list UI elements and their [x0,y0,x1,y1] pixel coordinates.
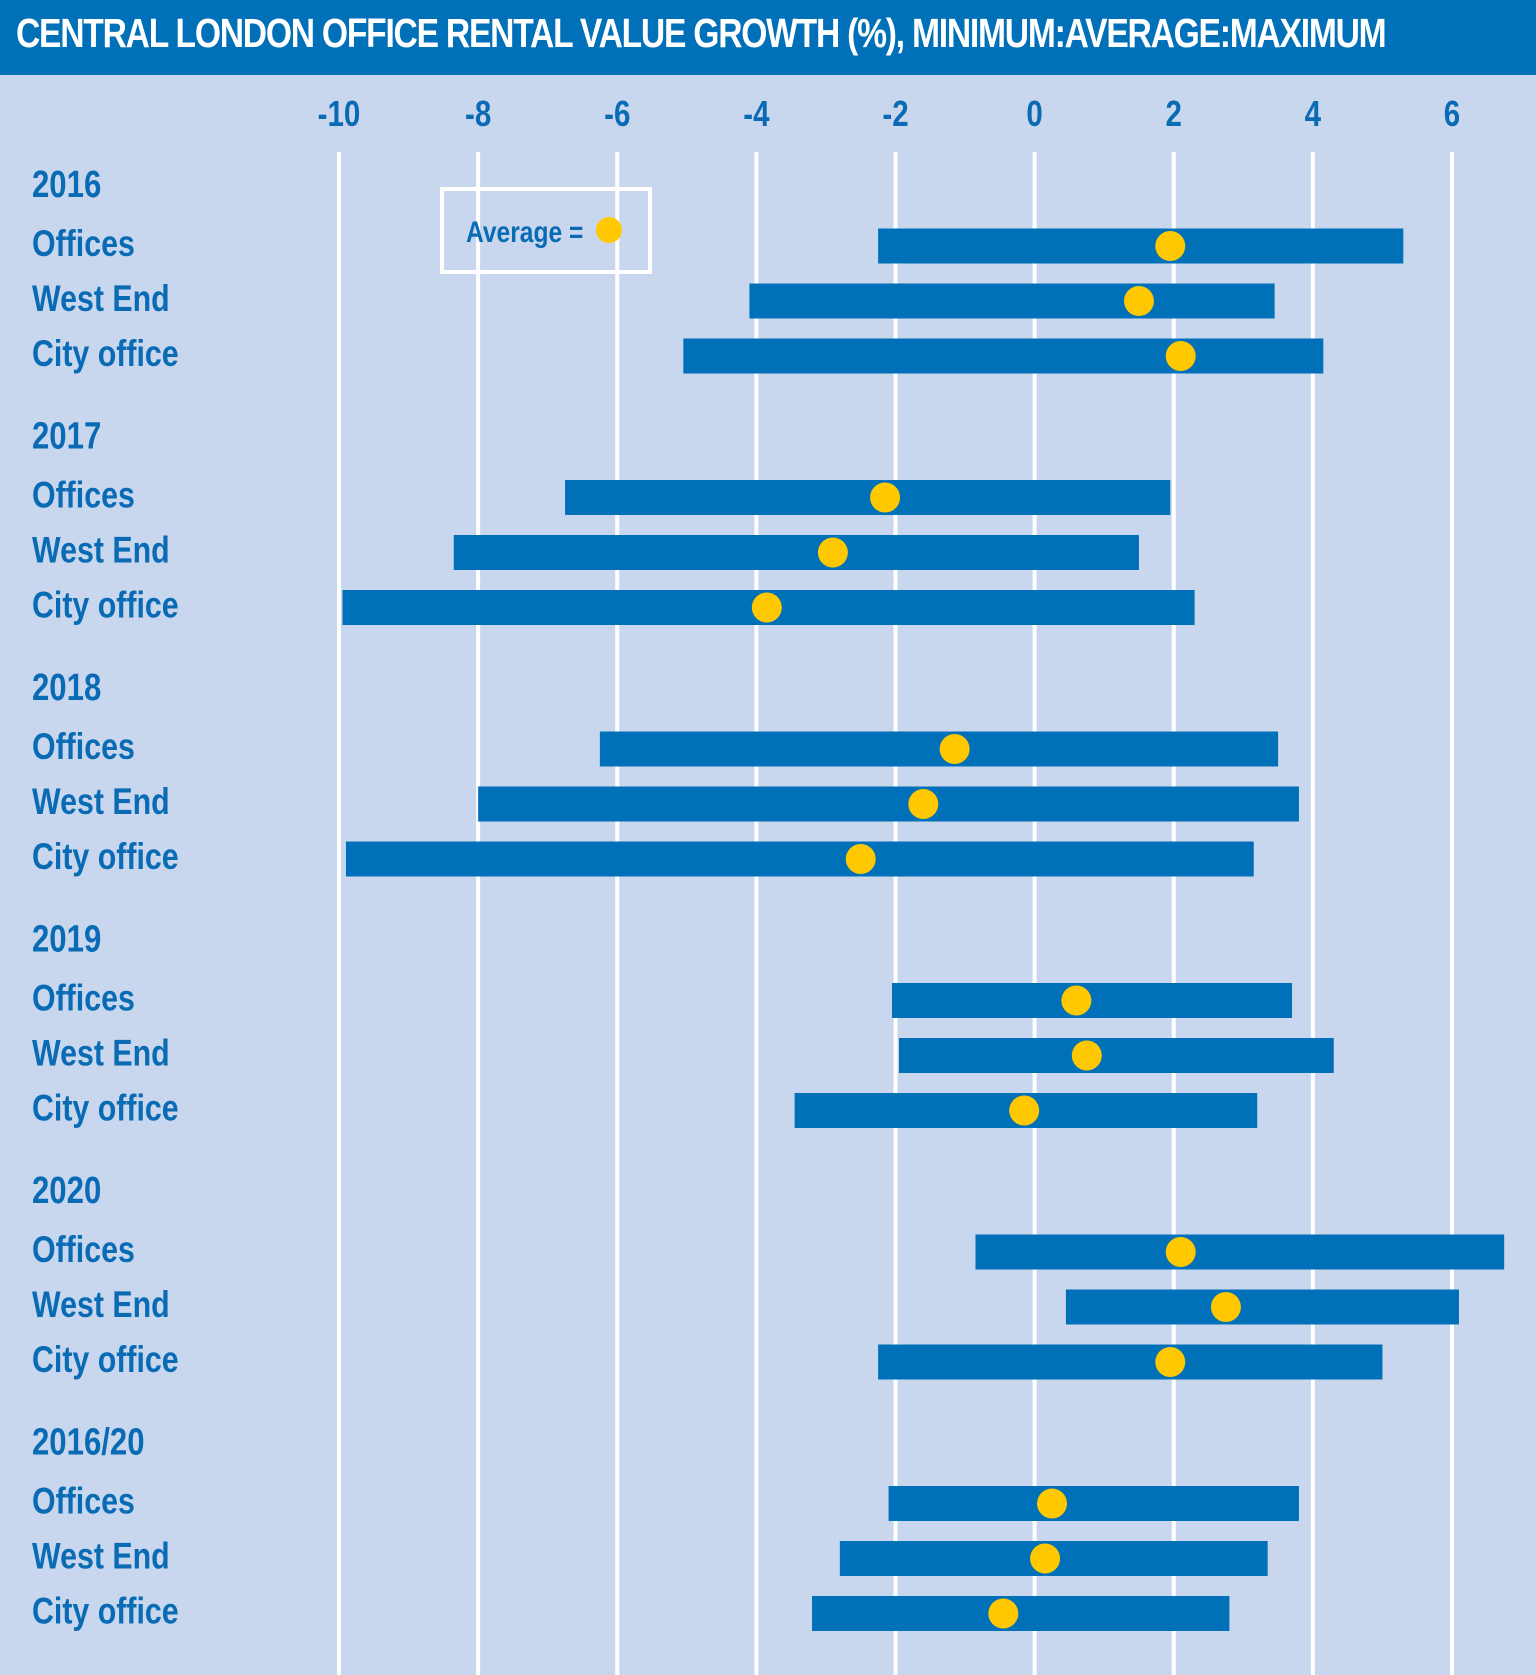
range-bar [345,841,1254,877]
range-bar [898,1038,1334,1073]
row-label: City office [32,836,179,878]
row-label: West End [32,781,170,823]
row-label: West End [32,530,170,572]
row-label: Offices [32,223,135,265]
x-tick-label: -10 [318,93,361,133]
average-dot [1123,286,1154,316]
range-bar [892,983,1293,1018]
average-dot [1037,1488,1068,1519]
range-bar [812,1596,1230,1631]
average-dot [988,1598,1019,1629]
row-label: Offices [32,475,135,517]
average-dot [1165,341,1196,371]
legend-average-dot [596,217,622,243]
range-bar [565,480,1171,515]
row-label: City office [32,1591,179,1633]
row-label: Offices [32,1229,135,1271]
average-dot [1061,985,1092,1016]
x-tick-label: -6 [604,93,630,133]
range-bar [453,535,1139,570]
average-dot [1009,1095,1040,1126]
group-label: 2016 [32,164,101,206]
average-dot [1155,231,1186,261]
chart-title: CENTRAL LONDON OFFICE RENTAL VALUE GROWT… [16,10,1387,56]
average-dot [1165,1237,1196,1267]
average-dot [845,844,876,874]
title-bar: CENTRAL LONDON OFFICE RENTAL VALUE GROWT… [0,0,1536,75]
x-tick-label: 4 [1305,93,1322,133]
group-label: 2018 [32,667,101,709]
average-dot [870,482,901,513]
legend-label: Average = [466,215,583,249]
average-dot [1030,1543,1061,1574]
group-label: 2020 [32,1170,101,1212]
group-label: 2016/20 [32,1422,145,1464]
row-label: West End [32,278,170,320]
row-label: West End [32,1536,170,1578]
row-label: Offices [32,1481,135,1523]
x-tick-labels: -10 -8 -6 -4 -2 0 2 4 6 [318,93,1461,133]
average-dot [1155,1347,1186,1377]
range-bar [888,1486,1299,1521]
average-dot [751,592,782,623]
range-bar [599,731,1279,767]
data-rows: 2016 Offices West End City office 2017 Office… [32,164,1505,1633]
average-dot [1071,1040,1102,1071]
row-label: Offices [32,978,135,1020]
range-bar [478,786,1299,822]
range-bar [683,338,1324,374]
x-tick-label: -8 [465,93,491,133]
row-label: City office [32,333,179,375]
row-label: West End [32,1033,170,1075]
row-label: City office [32,585,179,627]
average-dot [1210,1292,1241,1322]
range-bar [1065,1289,1459,1325]
x-tick-label: 2 [1166,93,1182,133]
row-label: City office [32,1088,179,1130]
range-bar [749,283,1275,319]
range-bar [975,1234,1505,1270]
range-bar [878,228,1404,264]
range-bar [878,1344,1383,1380]
x-tick-label: 6 [1444,93,1460,133]
gridlines [337,152,1454,1675]
legend-box [440,187,652,274]
row-label: City office [32,1339,179,1381]
row-label: West End [32,1284,170,1326]
group-label: 2019 [32,919,101,961]
x-tick-label: 0 [1026,93,1042,133]
average-dot [908,789,939,819]
legend: Average = [440,187,652,274]
average-dot [817,537,848,568]
x-tick-label: -2 [882,93,908,133]
group-label: 2017 [32,416,101,458]
row-label: Offices [32,726,135,768]
x-tick-label: -4 [743,93,770,133]
average-dot [939,734,970,764]
